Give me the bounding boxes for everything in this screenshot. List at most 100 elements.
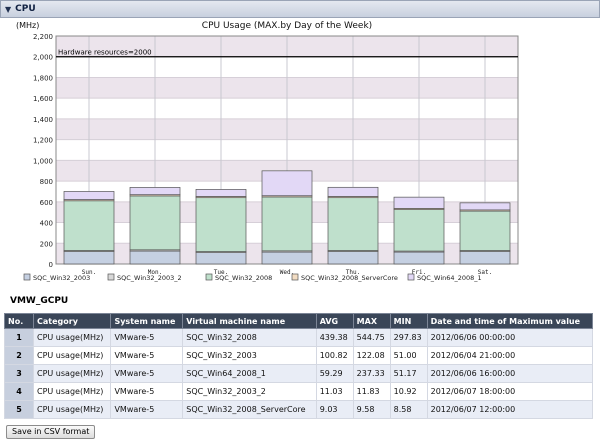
row-number: 4	[4, 382, 34, 401]
bar-segment	[195, 189, 247, 197]
table-cell: 51.00	[389, 346, 428, 365]
x-tick-label: Mon.	[148, 269, 162, 276]
table-cell: 11.03	[315, 382, 354, 401]
panel-title: CPU	[15, 4, 36, 14]
table-cell: CPU usage(MHz)	[32, 382, 112, 401]
bar-segment	[129, 187, 181, 196]
table-row: 2 CPU usage(MHz) VMware-5 SQC_Win32_2003 100…	[4, 346, 594, 365]
table-cell: 2012/06/06 16:00:00	[426, 364, 594, 383]
chart-svg: 0 200 400 600 800 1,000 1,200 1,400 1,600 1,800 2,…	[16, 21, 519, 282]
y-tick-label: 800	[40, 178, 53, 186]
table-header-row: No. Category System name Virtual machine na…	[4, 313, 594, 329]
y-tick-label: 2,000	[33, 54, 53, 62]
x-tick-label: Tue.	[214, 269, 228, 276]
table-cell: SQC_Win32_2008_ServerCore	[182, 400, 317, 419]
x-tick-label: Sun.	[82, 269, 96, 276]
table-cell: 51.17	[389, 364, 428, 383]
table-cell: VMware-5	[110, 382, 184, 401]
table-cell: SQC_Win64_2008_1	[182, 364, 317, 383]
bar-segment	[327, 197, 379, 251]
x-tick-label: Wed.	[280, 269, 294, 276]
column-header: System name	[110, 313, 184, 329]
bar-segment	[63, 251, 115, 265]
row-number: 5	[4, 400, 34, 419]
legend-swatch	[407, 273, 415, 281]
y-tick-label: 1,000	[33, 157, 53, 165]
legend-swatch	[205, 273, 213, 281]
y-tick-label: 1,400	[33, 116, 53, 124]
bar-segment	[195, 252, 247, 265]
bar-segment	[261, 251, 313, 265]
table-cell: 2012/06/07 18:00:00	[426, 382, 594, 401]
chart-title: CPU Usage (MAX.by Day of the Week)	[202, 21, 372, 31]
bar-segment	[393, 209, 445, 252]
y-tick-label: 1,600	[33, 95, 53, 103]
column-header: MAX	[352, 313, 391, 329]
bar-segment	[261, 196, 313, 252]
cpu-usage-chart: 0 200 400 600 800 1,000 1,200 1,400 1,600 1,800 2,…	[0, 18, 600, 288]
row-number: 3	[4, 364, 34, 383]
table-cell: 10.92	[389, 382, 428, 401]
y-tick-label: 600	[40, 199, 53, 207]
cpu-data-table: No. Category System name Virtual machine na…	[4, 313, 594, 419]
bar-segment	[63, 191, 115, 200]
cpu-panel-header[interactable]: ▼ CPU	[0, 0, 600, 18]
table-cell: VMware-5	[110, 364, 184, 383]
table-cell: 544.75	[352, 328, 391, 347]
save-csv-button[interactable]: Save in CSV format	[6, 425, 96, 439]
bar-segment	[327, 251, 379, 265]
table-cell: 297.83	[389, 328, 428, 347]
table-cell: 122.08	[352, 346, 391, 365]
table-cell: VMware-5	[110, 328, 184, 347]
table-cell: VMware-5	[110, 346, 184, 365]
x-tick-label: Fri.	[412, 269, 426, 276]
bar-segment	[63, 200, 115, 251]
table-cell: SQC_Win32_2008	[182, 328, 317, 347]
table-cell: 9.58	[352, 400, 391, 419]
table-cell: CPU usage(MHz)	[32, 400, 112, 419]
bar-segment	[195, 197, 247, 252]
legend-label: SQC_Win32_2008_ServerCore	[301, 274, 398, 282]
table-cell: 237.33	[352, 364, 391, 383]
legend-swatch	[23, 273, 31, 281]
x-tick-label: Sat.	[478, 269, 492, 276]
legend-label: SQC_Win32_2008	[215, 274, 272, 282]
legend-swatch	[107, 273, 115, 281]
table-cell: VMware-5	[110, 400, 184, 419]
row-number: 1	[4, 328, 34, 347]
column-header: Category	[32, 313, 112, 329]
bar-segment	[327, 186, 379, 197]
bar-segment	[459, 210, 511, 251]
y-axis-label: (MHz)	[16, 21, 39, 30]
column-header: Date and time of Maximum value	[426, 313, 594, 329]
bar-segment	[261, 170, 313, 197]
table-cell: 100.82	[315, 346, 354, 365]
bar-segment	[393, 196, 445, 209]
bar-segment	[393, 251, 445, 265]
table-cell: 2012/06/04 21:00:00	[426, 346, 594, 365]
column-header: Virtual machine name	[182, 313, 317, 329]
table-cell: CPU usage(MHz)	[32, 364, 112, 383]
y-tick-label: 200	[40, 240, 53, 248]
bar-segment	[129, 250, 181, 265]
table-cell: SQC_Win32_2003	[182, 346, 317, 365]
row-number: 2	[4, 346, 34, 365]
table-cell: 2012/06/06 00:00:00	[426, 328, 594, 347]
bar-segment	[459, 202, 511, 211]
table-cell: 9.03	[315, 400, 354, 419]
table-cell: SQC_Win32_2003_2	[182, 382, 317, 401]
table-row: 1 CPU usage(MHz) VMware-5 SQC_Win32_2008 439…	[4, 328, 594, 347]
y-tick-label: 1,800	[33, 74, 53, 82]
y-tick-label: 400	[40, 220, 53, 228]
legend-label: SQC_Win64_2008_1	[417, 274, 482, 282]
collapse-triangle-icon[interactable]: ▼	[5, 4, 12, 14]
table-cell: 2012/06/07 12:00:00	[426, 400, 594, 419]
bar-segment	[129, 195, 181, 251]
table-cell: 439.38	[315, 328, 354, 347]
column-header: MIN	[389, 313, 428, 329]
x-tick-label: Thu.	[346, 269, 360, 276]
table-cell: 11.83	[352, 382, 391, 401]
bar-segment	[459, 251, 511, 265]
table-cell: CPU usage(MHz)	[32, 328, 112, 347]
table-cell: CPU usage(MHz)	[32, 346, 112, 365]
